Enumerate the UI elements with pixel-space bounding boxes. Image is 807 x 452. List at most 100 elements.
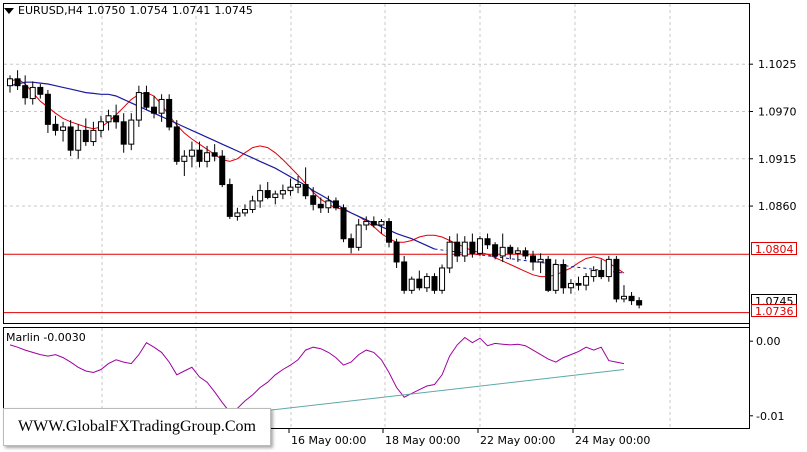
- candle-body: [188, 149, 195, 157]
- candle-body: [264, 190, 271, 198]
- candle-body: [143, 92, 150, 108]
- candle-body: [219, 155, 226, 186]
- candle-body: [249, 200, 256, 211]
- candle-body: [204, 152, 211, 162]
- candle-body: [575, 282, 582, 286]
- candle-body: [484, 238, 491, 246]
- candle-body: [393, 241, 400, 263]
- candle-body: [135, 92, 142, 121]
- candle-body: [97, 121, 104, 131]
- time-axis-label: 16 May 00:00: [291, 434, 366, 447]
- candle-body: [628, 295, 635, 302]
- axis-labels: 1.1025 1.0970 1.0915 1.0860 16 May 00:00 18 M…: [288, 58, 797, 447]
- candle-body: [469, 241, 476, 254]
- candle-body: [439, 267, 446, 291]
- candle-body: [613, 258, 620, 300]
- candle-body: [446, 241, 453, 269]
- candle-body: [332, 200, 339, 209]
- candle-body: [522, 250, 529, 257]
- candle-body: [295, 184, 302, 188]
- candle-body: [552, 264, 559, 291]
- low-value: 1.0741: [171, 4, 211, 17]
- candle-body: [181, 155, 188, 162]
- candle-body: [44, 93, 51, 125]
- candle-body: [151, 106, 158, 114]
- candle-body: [75, 129, 82, 151]
- ma-slow-line: [9, 81, 435, 250]
- symbol-label: EURUSD,H4: [18, 4, 83, 17]
- candle-body: [82, 129, 89, 143]
- candle-body: [401, 261, 408, 291]
- candle-body: [605, 258, 612, 278]
- candle-body: [287, 186, 294, 192]
- candle-body: [37, 86, 44, 95]
- candle-body: [105, 115, 112, 123]
- watermark-banner: WWW.GlobalFXTradingGroup.Com: [3, 408, 271, 446]
- candle-body: [120, 121, 127, 145]
- oscillator-line: [9, 336, 625, 413]
- time-axis-label: 22 May 00:00: [480, 434, 555, 447]
- candle-body: [196, 149, 203, 162]
- candle-body: [378, 221, 385, 226]
- candle-body: [257, 190, 264, 202]
- level-upper-tag: 1.0804: [751, 242, 797, 256]
- open-value: 1.0750: [86, 4, 126, 17]
- candle-body: [272, 193, 279, 198]
- candle-body: [67, 126, 74, 151]
- grid-lines: [4, 4, 749, 428]
- candle-body: [166, 98, 173, 128]
- candle-body: [158, 98, 165, 114]
- candle-body: [408, 278, 415, 291]
- candle-body: [317, 203, 324, 209]
- candle-body: [514, 250, 521, 254]
- candle-body: [279, 190, 286, 195]
- level-lower-tag: 1.0736: [751, 304, 797, 318]
- close-value: 1.0745: [214, 4, 253, 17]
- candle-body: [22, 85, 29, 99]
- candle-body: [492, 244, 499, 257]
- collapse-triangle-icon[interactable]: [4, 7, 14, 14]
- candle-body: [454, 241, 461, 257]
- main-panel-frame: [3, 3, 750, 324]
- candle-body: [363, 221, 370, 226]
- candle-body: [598, 270, 605, 278]
- candle-body: [90, 129, 97, 143]
- price-tick-label: 1.0970: [758, 105, 797, 118]
- chart-header: EURUSD,H4 1.0750 1.0754 1.0741 1.0745: [4, 4, 253, 17]
- candle-body: [386, 221, 392, 243]
- indicator-title: Marlin -0.0030: [6, 331, 86, 344]
- candle-body: [583, 276, 590, 286]
- candle-body: [7, 78, 13, 87]
- candle-body: [14, 78, 21, 87]
- candle-body: [636, 300, 643, 306]
- candle-body: [226, 184, 233, 217]
- candle-body: [113, 115, 120, 123]
- candle-body: [348, 238, 355, 248]
- candle-body: [537, 258, 544, 263]
- candle-body: [545, 258, 552, 291]
- candle-body: [340, 207, 347, 240]
- candle-body: [431, 276, 438, 291]
- candle-body: [211, 152, 218, 157]
- candle-body: [507, 246, 514, 254]
- candle-body: [620, 295, 627, 300]
- horizontal-levels: [4, 253, 749, 314]
- price-tick-label: 1.0915: [758, 153, 797, 166]
- candle-body: [310, 195, 317, 205]
- candle-body: [530, 255, 537, 263]
- panel-frames: [3, 3, 750, 429]
- osc-tick-label: -0.01: [756, 410, 784, 423]
- candle-body: [173, 126, 180, 162]
- candle-body: [499, 246, 506, 257]
- candle-body: [128, 119, 135, 145]
- candle-body: [416, 278, 423, 289]
- candle-body: [370, 221, 377, 226]
- candle-body: [461, 241, 468, 257]
- time-axis-label: 18 May 00:00: [385, 434, 460, 447]
- candle-body: [302, 184, 309, 197]
- candle-body: [476, 238, 483, 254]
- candle-body: [423, 276, 430, 289]
- candle-body: [560, 264, 567, 289]
- candle-body: [234, 212, 241, 217]
